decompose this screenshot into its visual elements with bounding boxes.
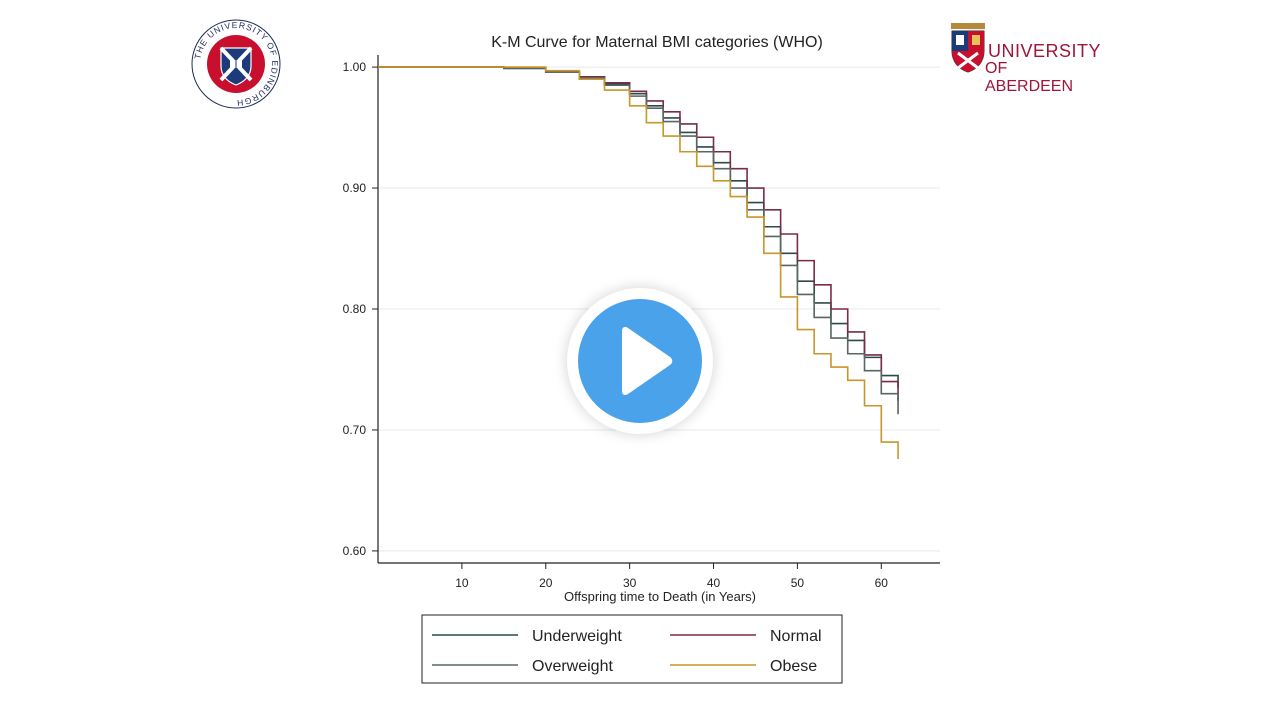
- legend-label-underweight: Underweight: [532, 628, 622, 645]
- edinburgh-logo: THE UNIVERSITY OF EDINBURGH: [191, 19, 281, 109]
- series-line-normal: [378, 66, 899, 401]
- y-tick-label: 0.80: [343, 302, 367, 316]
- chart-title: K-M Curve for Maternal BMI categories (W…: [491, 34, 823, 51]
- aberdeen-line1: UNIVERSITY: [988, 41, 1102, 61]
- legend-label-obese: Obese: [770, 658, 817, 675]
- play-button[interactable]: [567, 288, 713, 434]
- x-tick-label: 60: [875, 576, 889, 590]
- crest-date-bar: [951, 23, 985, 29]
- y-tick-label: 0.90: [343, 181, 367, 195]
- play-icon: [622, 327, 673, 395]
- legend-label-normal: Normal: [770, 628, 822, 645]
- legend-label-overweight: Overweight: [532, 658, 613, 675]
- x-tick-label: 40: [707, 576, 721, 590]
- y-tick-label: 0.60: [343, 544, 367, 558]
- legend-box: [421, 614, 843, 684]
- y-tick-label: 0.70: [343, 423, 367, 437]
- legend: Underweight Normal Overweight Obese: [421, 614, 843, 684]
- x-tick-label: 50: [791, 576, 805, 590]
- x-axis-label: Offspring time to Death (in Years): [564, 589, 756, 604]
- aberdeen-logo: UNIVERSITY OF ABERDEEN: [948, 22, 1102, 95]
- aberdeen-line2: OF ABERDEEN: [985, 60, 1074, 95]
- x-tick-label: 30: [623, 576, 637, 590]
- x-tick-label: 10: [455, 576, 469, 590]
- series-line-obese: [378, 66, 899, 459]
- series-line-overweight: [378, 66, 899, 415]
- y-tick-label: 1.00: [343, 60, 367, 74]
- x-tick-label: 20: [539, 576, 553, 590]
